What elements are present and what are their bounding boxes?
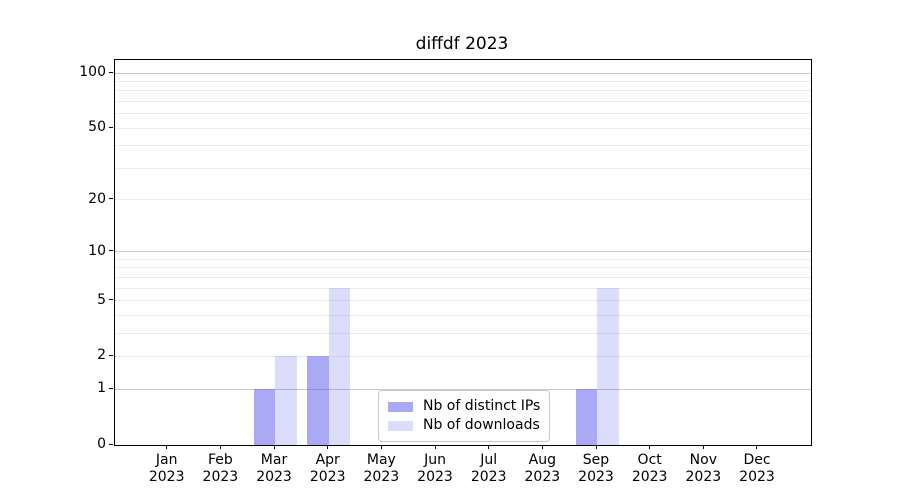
- legend-label-distinct-ips: Nb of distinct IPs: [423, 398, 541, 414]
- minor-gridline: [115, 167, 811, 169]
- minor-gridline: [115, 332, 811, 334]
- x-tick-month: Mar: [260, 452, 288, 468]
- minor-gridline: [115, 267, 811, 269]
- y-tick-mark: [109, 198, 113, 200]
- x-tick-mark: [434, 445, 436, 449]
- y-tick-mark: [109, 354, 113, 356]
- minor-gridline: [115, 127, 811, 129]
- minor-gridline: [115, 276, 811, 278]
- minor-gridline: [115, 314, 811, 316]
- x-tick-label: May 2023: [349, 452, 413, 486]
- x-tick-year: 2023: [578, 469, 614, 485]
- y-tick-label: 100: [79, 64, 106, 81]
- x-tick-month: Jan: [155, 452, 178, 468]
- bar-downloads-apr: [328, 288, 351, 445]
- x-tick-label: Oct 2023: [618, 452, 682, 486]
- x-tick-year: 2023: [470, 469, 507, 485]
- minor-gridline: [115, 355, 811, 357]
- x-tick-label: Jan 2023: [135, 452, 199, 486]
- legend-swatch-downloads: [388, 420, 413, 431]
- y-tick-label: 20: [88, 190, 106, 207]
- bar-distinct-ips-apr: [307, 356, 329, 445]
- x-tick-year: 2023: [739, 469, 775, 485]
- legend-item-downloads: Nb of downloads: [388, 416, 540, 435]
- x-tick-month: Aug: [528, 452, 556, 468]
- x-tick-year: 2023: [524, 469, 561, 485]
- x-tick-month: Nov: [689, 452, 717, 468]
- x-tick-label: Aug 2023: [510, 452, 574, 486]
- x-tick-mark: [327, 445, 329, 449]
- minor-gridline: [115, 199, 811, 201]
- y-tick-mark: [109, 443, 113, 445]
- x-tick-year: 2023: [309, 469, 346, 485]
- x-tick-year: 2023: [202, 469, 239, 485]
- bar-distinct-ips-mar: [253, 389, 276, 445]
- x-tick-year: 2023: [631, 469, 668, 485]
- y-tick-label: 0: [97, 436, 106, 452]
- minor-gridline: [115, 145, 811, 147]
- x-tick-label: Jul 2023: [457, 452, 521, 486]
- y-tick-label: 10: [88, 242, 106, 259]
- x-tick-mark: [273, 445, 275, 449]
- y-tick-label: 5: [97, 291, 106, 308]
- plot-area: [114, 59, 812, 446]
- y-tick-label: 1: [97, 380, 106, 397]
- x-tick-label: Apr 2023: [296, 452, 360, 486]
- x-tick-month: Jun: [424, 452, 446, 468]
- x-tick-mark: [595, 445, 597, 449]
- minor-gridline: [115, 113, 811, 115]
- x-tick-mark: [541, 445, 543, 449]
- x-tick-month: May: [366, 452, 396, 468]
- x-tick-label: Sep 2023: [564, 452, 628, 486]
- x-tick-year: 2023: [685, 469, 722, 485]
- bar-downloads-mar: [275, 356, 297, 445]
- x-tick-mark: [219, 445, 221, 449]
- y-tick-mark: [109, 387, 113, 389]
- x-tick-label: Jun 2023: [403, 452, 467, 486]
- bar-distinct-ips-sep: [575, 389, 597, 445]
- x-tick-month: Feb: [207, 452, 233, 468]
- major-gridline: [115, 388, 811, 390]
- minor-gridline: [115, 259, 811, 260]
- x-tick-year: 2023: [148, 469, 185, 485]
- x-tick-label: Mar 2023: [242, 452, 306, 486]
- y-tick-mark: [109, 71, 113, 73]
- x-tick-month: Apr: [315, 452, 340, 468]
- x-tick-mark: [702, 445, 704, 449]
- x-tick-mark: [488, 445, 490, 449]
- minor-gridline: [115, 300, 811, 302]
- bar-downloads-sep: [597, 288, 619, 445]
- legend-label-downloads: Nb of downloads: [423, 417, 540, 433]
- x-tick-label: Feb 2023: [188, 452, 252, 486]
- y-tick-label: 50: [88, 119, 106, 136]
- legend-item-distinct-ips: Nb of distinct IPs: [388, 397, 540, 416]
- x-tick-mark: [166, 445, 168, 449]
- major-gridline: [115, 72, 811, 74]
- major-gridline: [115, 251, 811, 253]
- legend: Nb of distinct IPs Nb of downloads: [378, 390, 551, 442]
- x-tick-month: Sep: [582, 452, 610, 468]
- minor-gridline: [115, 81, 811, 83]
- x-tick-mark: [756, 445, 758, 449]
- x-tick-month: Dec: [743, 452, 771, 468]
- minor-gridline: [115, 90, 811, 92]
- minor-gridline: [115, 101, 811, 103]
- y-tick-mark: [109, 299, 113, 301]
- y-tick-mark: [109, 250, 113, 252]
- y-tick-label: 2: [97, 347, 106, 364]
- x-tick-label: Dec 2023: [725, 452, 789, 486]
- x-tick-month: Jul: [480, 452, 498, 468]
- x-tick-year: 2023: [417, 469, 453, 485]
- x-tick-mark: [380, 445, 382, 449]
- x-tick-month: Oct: [637, 452, 662, 468]
- x-tick-year: 2023: [256, 469, 292, 485]
- chart-title: diffdf 2023: [415, 34, 509, 54]
- y-tick-mark: [109, 126, 113, 128]
- x-tick-mark: [649, 445, 651, 449]
- minor-gridline: [115, 287, 811, 289]
- legend-swatch-distinct-ips: [388, 401, 413, 412]
- x-tick-label: Nov 2023: [671, 452, 735, 486]
- x-tick-year: 2023: [363, 469, 400, 485]
